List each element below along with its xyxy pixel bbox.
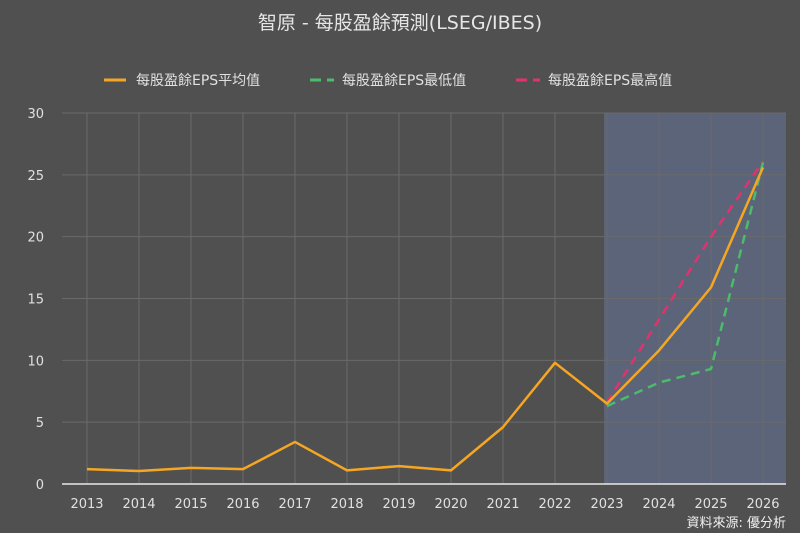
legend-dashed-line-icon <box>516 78 540 82</box>
x-tick-label: 2017 <box>278 497 311 512</box>
chart-title: 智原 - 每股盈餘預測(LSEG/IBES) <box>257 12 543 34</box>
series-line-max <box>605 160 765 404</box>
x-tick-label: 2014 <box>122 497 155 512</box>
x-tick-label: 2026 <box>746 497 779 512</box>
y-tick-label: 15 <box>27 293 44 308</box>
series-line-avg <box>86 166 765 473</box>
legend-item-avg[interactable]: 每股盈餘EPS平均值 <box>102 70 260 90</box>
y-tick-label: 5 <box>36 416 44 431</box>
y-tick-label: 10 <box>27 354 44 369</box>
x-tick-label: 2024 <box>642 497 675 512</box>
legend-label: 每股盈餘EPS最低值 <box>342 73 467 89</box>
series-line-min <box>606 162 765 408</box>
x-tick-label: 2019 <box>382 497 415 512</box>
legend-label: 每股盈餘EPS平均值 <box>136 73 261 89</box>
x-tick-label: 2021 <box>486 497 519 512</box>
legend-solid-line-icon <box>104 78 126 82</box>
x-tick-label: 2016 <box>226 497 259 512</box>
legend-item-min[interactable]: 每股盈餘EPS最低值 <box>308 70 466 90</box>
y-tick-label: 30 <box>27 107 44 122</box>
x-tick-label: 2013 <box>70 497 103 512</box>
y-tick-label: 25 <box>27 169 44 184</box>
y-tick-label: 20 <box>27 231 44 246</box>
legend-label: 每股盈餘EPS最高值 <box>548 73 673 89</box>
x-tick-label: 2020 <box>434 497 467 512</box>
legend-item-max[interactable]: 每股盈餘EPS最高值 <box>514 70 672 90</box>
x-tick-label: 2015 <box>174 497 207 512</box>
x-tick-label: 2025 <box>694 497 727 512</box>
legend-dashed-line-icon <box>310 78 334 82</box>
x-tick-label: 2023 <box>590 497 623 512</box>
chart-legend: 每股盈餘EPS平均值 每股盈餘EPS最低值 每股盈餘EPS最高值 <box>0 70 800 90</box>
x-tick-label: 2018 <box>330 497 363 512</box>
x-tick-label: 2022 <box>538 497 571 512</box>
y-tick-label: 0 <box>36 478 44 493</box>
source-note: 資料來源: 優分析 <box>686 516 786 531</box>
